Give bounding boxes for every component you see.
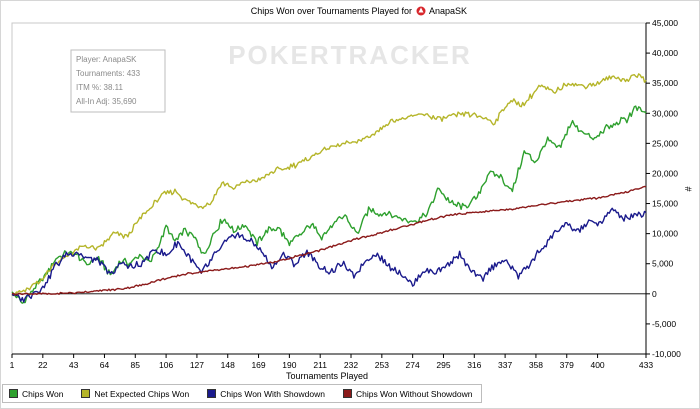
- legend-label: Net Expected Chips Won: [94, 388, 190, 399]
- x-tick-label: 274: [406, 360, 420, 370]
- legend-label: Chips Won With Showdown: [220, 388, 325, 399]
- x-tick-label: 379: [560, 360, 574, 370]
- legend-swatch: [9, 389, 18, 398]
- x-tick-label: 85: [131, 360, 141, 370]
- legend-label: Chips Won Without Showdown: [355, 388, 473, 399]
- x-tick-label: 43: [69, 360, 79, 370]
- y-tick-label: 30,000: [652, 108, 678, 118]
- legend-item: Net Expected Chips Won: [81, 389, 189, 399]
- x-tick-label: 400: [590, 360, 604, 370]
- legend-item: Chips Won With Showdown: [207, 389, 325, 399]
- y-tick-label: 5,000: [652, 259, 674, 269]
- x-tick-label: 253: [375, 360, 389, 370]
- legend-item: Chips Won: [9, 389, 63, 399]
- y-tick-label: 40,000: [652, 48, 678, 58]
- stats-box: Player: AnapaSK Tournaments: 433 ITM %: …: [70, 49, 166, 113]
- legend: Chips Won Net Expected Chips Won Chips Won…: [2, 384, 482, 403]
- x-tick-label: 358: [529, 360, 543, 370]
- series-line-chips-won-without-showdown: [11, 185, 647, 296]
- series-line-chips-won: [11, 105, 647, 304]
- x-tick-label: 433: [639, 360, 653, 370]
- y-tick-label: 0: [652, 289, 657, 299]
- x-tick-label: 127: [190, 360, 204, 370]
- legend-label: Chips Won: [22, 388, 64, 399]
- stats-tournaments: Tournaments: 433: [76, 69, 141, 78]
- chart-player-name: AnapaSK: [429, 6, 467, 16]
- x-tick-label: 211: [313, 360, 327, 370]
- x-tick-label: 148: [221, 360, 235, 370]
- legend-swatch: [207, 389, 217, 398]
- player-logo-icon: [416, 6, 426, 16]
- x-tick-label: 337: [498, 360, 512, 370]
- plot-area: -10,000 -5,000 0 5,000 10,000 15,000 20,000 25,…: [10, 18, 681, 370]
- y-tick-label: -10,000: [652, 349, 681, 359]
- watermark: POKERTRACKER: [228, 40, 472, 70]
- chart-title: Chips Won over Tournaments Played for: [251, 6, 412, 16]
- x-tick-label: 190: [282, 360, 296, 370]
- x-tick-label: 106: [159, 360, 173, 370]
- legend-swatch: [342, 389, 352, 398]
- y-axis-title: #: [683, 186, 693, 191]
- x-tick-label: 316: [467, 360, 481, 370]
- y-tick-label: 15,000: [652, 199, 678, 209]
- x-tick-label: 1: [10, 360, 15, 370]
- x-tick-label: 295: [436, 360, 450, 370]
- x-tick-label: 232: [344, 360, 358, 370]
- legend-swatch: [81, 389, 91, 398]
- legend-item: Chips Won Without Showdown: [342, 388, 473, 399]
- y-tick-label: -5,000: [652, 319, 676, 329]
- y-tick-label: 45,000: [652, 18, 678, 28]
- y-tick-label: 20,000: [652, 168, 678, 178]
- series-line-net-expected-chips-won: [11, 73, 647, 297]
- series-line-chips-won-with-showdown: [11, 207, 647, 303]
- x-tick-label: 22: [38, 360, 48, 370]
- stats-allin-adj: All-In Adj: 35,690: [76, 97, 137, 106]
- y-tick-label: 10,000: [652, 229, 678, 239]
- x-tick-label: 169: [251, 360, 265, 370]
- stats-itm: ITM %: 38.11: [76, 83, 124, 92]
- y-tick-label: 25,000: [652, 138, 678, 148]
- x-tick-label: 64: [100, 360, 110, 370]
- x-axis-title: Tournaments Played: [286, 371, 368, 381]
- y-tick-label: 35,000: [652, 78, 678, 88]
- stats-player: Player: AnapaSK: [76, 55, 137, 64]
